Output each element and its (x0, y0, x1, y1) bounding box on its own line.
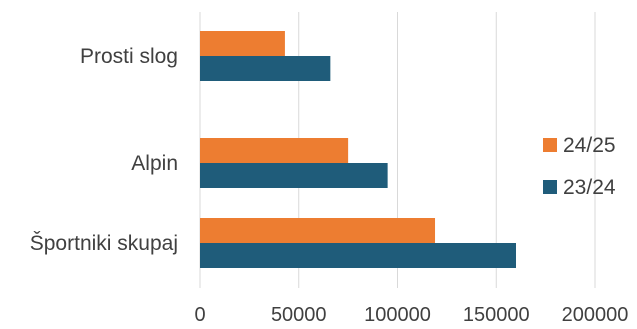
category-label: Športniki skupaj (30, 232, 178, 255)
bar-24-25-1 (200, 138, 349, 163)
x-tick-label: 50000 (271, 304, 327, 326)
legend-swatch (543, 138, 557, 152)
bar-23-24-0 (200, 56, 331, 81)
bar-24-25-0 (200, 31, 285, 56)
category-label: Prosti slog (80, 45, 178, 68)
category-label: Alpin (131, 152, 178, 175)
x-tick-label: 150000 (463, 304, 530, 326)
x-axis-tick-labels: 0 50000 100000 150000 200000 (194, 304, 628, 326)
x-tick-label: 100000 (364, 304, 431, 326)
legend: 24/25 23/24 (543, 134, 616, 199)
x-tick-label: 0 (194, 304, 205, 326)
legend-label: 24/25 (563, 134, 616, 157)
legend-swatch (543, 180, 557, 194)
bar-23-24-2 (200, 243, 516, 268)
category-labels: Prosti slog Alpin Športniki skupaj (30, 45, 178, 255)
bar-24-25-2 (200, 218, 436, 243)
x-tick-label: 200000 (562, 304, 629, 326)
legend-label: 23/24 (563, 176, 616, 199)
bar-23-24-1 (200, 163, 388, 188)
bars (200, 31, 516, 268)
